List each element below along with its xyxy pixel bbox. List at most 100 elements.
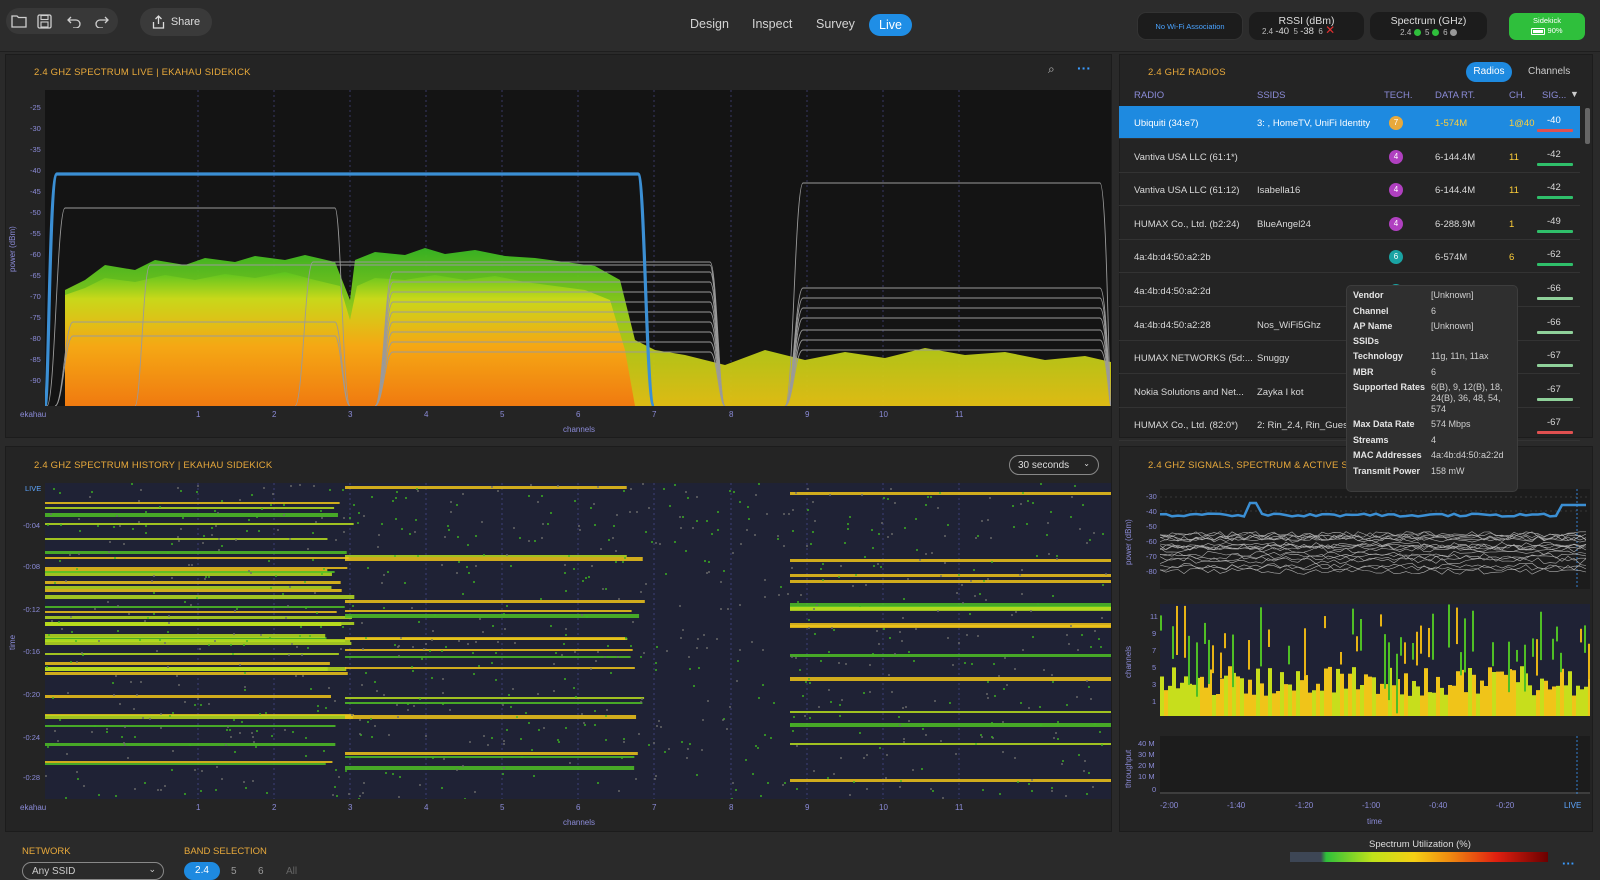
signal-trace <box>1160 557 1587 565</box>
channel-usage-column <box>1176 688 1180 716</box>
history-speckle <box>325 707 327 709</box>
history-waterfall <box>45 483 1111 799</box>
history-speckle <box>1030 610 1032 612</box>
radio-row[interactable]: Vantiva USA LLC (61:12) Isabella16 6-144.4… <box>1119 173 1580 207</box>
history-speckle <box>359 733 361 735</box>
history-speckle <box>321 517 323 519</box>
redo-icon[interactable] <box>91 10 113 32</box>
col-data-rate[interactable]: DATA RT. <box>1435 90 1476 101</box>
more-options-icon[interactable]: ··· <box>1077 60 1091 76</box>
history-speckle <box>872 653 874 655</box>
ytick: 9 <box>1152 629 1157 638</box>
history-speckle <box>607 645 609 647</box>
wifi-association-status[interactable]: No Wi-Fi Association <box>1137 12 1243 40</box>
history-speckle <box>793 716 795 718</box>
sidekick-device-button[interactable]: Sidekick 90% <box>1509 13 1585 40</box>
spectrum-live-xlabel: channels <box>563 425 596 434</box>
col-signal[interactable]: SIG... <box>1542 90 1567 101</box>
col-radio[interactable]: RADIO <box>1134 90 1165 101</box>
band-all-button[interactable]: All <box>286 866 298 877</box>
channels-toggle-button[interactable]: Channels <box>1528 66 1571 77</box>
tab-design[interactable]: Design <box>690 17 729 31</box>
history-speckle <box>191 564 193 566</box>
history-speckle <box>1094 723 1096 725</box>
history-speckle <box>563 643 565 645</box>
band-24-button[interactable]: 2.4 <box>184 862 220 880</box>
history-speckle <box>291 643 293 645</box>
history-speckle <box>764 596 766 598</box>
signals-throughput-plot[interactable] <box>1160 736 1590 794</box>
radio-row[interactable]: Ubiquiti (34:e7) 3: , HomeTV, UniFi Ident… <box>1119 106 1580 139</box>
history-speckle <box>425 643 427 645</box>
spectrum-live-plot[interactable] <box>45 90 1111 406</box>
history-streak <box>345 614 640 618</box>
save-icon[interactable] <box>33 10 55 32</box>
history-speckle <box>629 511 631 513</box>
radio-data-rate: 6-574M <box>1435 252 1468 264</box>
radios-scrollbar[interactable] <box>1585 108 1590 144</box>
open-folder-icon[interactable] <box>8 10 30 32</box>
history-speckle <box>157 789 159 791</box>
spectrum-live-title: 2.4 GHZ SPECTRUM LIVE | EKAHAU SIDEKICK <box>34 67 251 78</box>
history-speckle <box>71 631 73 633</box>
history-speckle <box>1090 698 1092 700</box>
history-speckle <box>623 738 625 740</box>
radio-row[interactable]: HUMAX Co., Ltd. (b2:24) BlueAngel24 6-288.… <box>1119 207 1580 240</box>
radio-row[interactable]: 4a:4b:d4:50:a2:2b 6-574M 6 -62 6 <box>1119 240 1580 274</box>
ytick: -60 <box>1146 537 1157 546</box>
col-ssids[interactable]: SSIDS <box>1257 90 1286 101</box>
band-6-button[interactable]: 6 <box>258 866 264 877</box>
col-tech[interactable]: TECH. <box>1384 90 1413 101</box>
tab-survey[interactable]: Survey <box>816 17 855 31</box>
history-speckle <box>991 736 993 738</box>
history-duration-select[interactable]: 30 seconds ⌄ <box>1009 455 1099 475</box>
share-button[interactable]: Share <box>140 8 212 36</box>
zoom-icon[interactable]: ⌕ <box>1048 62 1055 76</box>
radio-name: 4a:4b:d4:50:a2:2b <box>1134 252 1211 264</box>
history-speckle <box>891 691 893 693</box>
history-speckle <box>123 742 125 744</box>
history-speckle <box>878 533 880 535</box>
rssi-indicator[interactable]: RSSI (dBm) 2.4 -40 5 -38 6 ✕ <box>1249 12 1364 40</box>
radios-toggle-button[interactable]: Radios <box>1466 62 1512 82</box>
history-speckle <box>632 621 634 623</box>
undo-icon[interactable] <box>63 10 85 32</box>
spectrum-indicator[interactable]: Spectrum (GHz) 2.4 5 6 <box>1370 12 1487 40</box>
band-5-button[interactable]: 5 <box>231 866 237 877</box>
ytick: -80 <box>30 334 41 343</box>
ytick: -90 <box>30 376 41 385</box>
spectrum-history-plot[interactable] <box>45 483 1111 799</box>
signals-channel-waterfall[interactable] <box>1160 604 1590 716</box>
channel-usage-streak <box>1232 634 1234 688</box>
history-speckle <box>859 605 861 607</box>
history-speckle <box>497 641 499 643</box>
history-speckle <box>314 592 316 594</box>
radio-row[interactable]: Vantiva USA LLC (61:1*) 6-144.4M 11 -42 4 <box>1119 140 1580 173</box>
history-speckle <box>473 673 475 675</box>
history-speckle <box>113 526 115 528</box>
history-streak <box>345 649 633 651</box>
col-channel[interactable]: CH. <box>1509 90 1526 101</box>
history-speckle <box>383 574 385 576</box>
history-streak <box>45 595 355 599</box>
history-speckle <box>679 605 681 607</box>
history-speckle <box>76 661 78 663</box>
history-speckle <box>313 485 315 487</box>
history-speckle <box>462 493 464 495</box>
history-speckle <box>305 607 307 609</box>
network-select[interactable]: Any SSID ⌄ <box>22 862 164 880</box>
history-speckle <box>475 565 477 567</box>
signals-power-plot[interactable] <box>1160 489 1590 589</box>
history-speckle <box>417 490 419 492</box>
history-speckle <box>167 552 169 554</box>
channel-usage-column <box>1384 684 1388 716</box>
history-speckle <box>353 504 355 506</box>
tab-inspect[interactable]: Inspect <box>752 17 793 31</box>
more-options-icon[interactable]: ··· <box>1562 856 1575 871</box>
history-speckle <box>259 713 261 715</box>
radio-signal: -66 <box>1547 316 1561 328</box>
sort-desc-icon[interactable]: ▼ <box>1570 89 1579 99</box>
xtick: 5 <box>500 803 505 812</box>
tab-live[interactable]: Live <box>869 14 912 36</box>
history-speckle <box>930 788 932 790</box>
